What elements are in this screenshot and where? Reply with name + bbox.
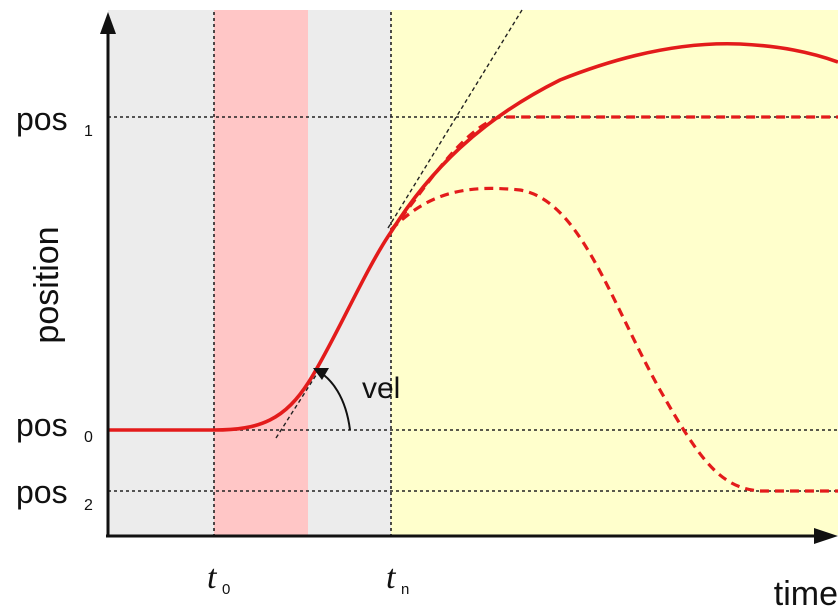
trajectory-main-solid xyxy=(108,41,838,432)
y-axis-label: position xyxy=(28,226,66,343)
pos1-label: pos xyxy=(16,101,68,137)
pos2-label: pos xyxy=(16,474,68,510)
velocity-tangent-line xyxy=(275,371,319,439)
pos0-label-subscript: 0 xyxy=(84,429,93,446)
region-after-tn xyxy=(391,10,838,535)
velocity-arrowhead-icon xyxy=(313,368,329,380)
region-before-t0 xyxy=(108,10,214,535)
tn-tangent-line xyxy=(387,9,523,229)
region-highlight xyxy=(214,10,308,535)
t0-label-subscript: 0 xyxy=(222,581,230,598)
pos1-label-subscript: 1 xyxy=(84,123,93,140)
tn-label: t xyxy=(386,559,397,596)
tn-label-subscript: n xyxy=(401,581,409,598)
velocity-label: vel xyxy=(362,372,400,405)
t0-label: t xyxy=(207,559,218,596)
pos0-label: pos xyxy=(16,407,68,443)
trajectory-to-pos2-dashed xyxy=(389,186,838,493)
pos2-label-subscript: 2 xyxy=(84,497,93,514)
y-axis-arrow-icon xyxy=(100,12,116,34)
x-axis-label: time xyxy=(774,575,838,610)
x-axis-arrow-icon xyxy=(814,528,838,544)
region-before-tn xyxy=(308,10,391,535)
